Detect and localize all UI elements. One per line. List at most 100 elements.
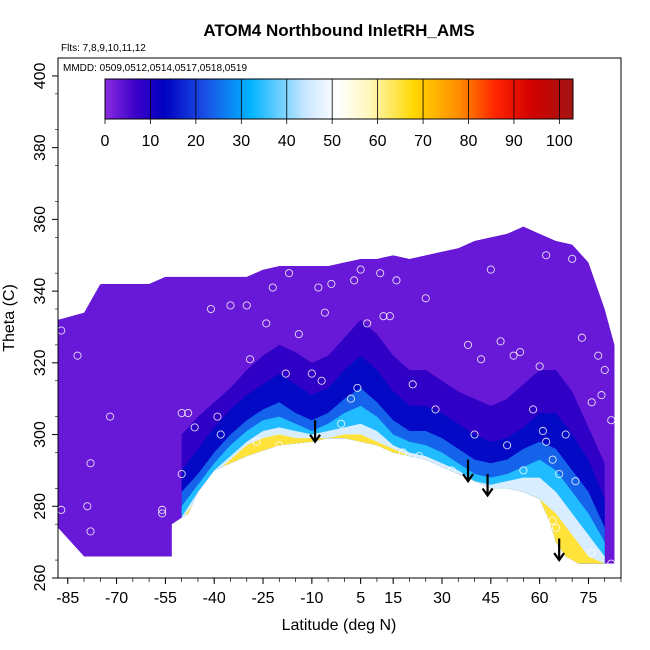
- descent-arrow: [481, 474, 494, 498]
- plot-frame: [57, 57, 622, 579]
- sample-point: [190, 423, 199, 432]
- colorbar-tick-label: 70: [414, 133, 432, 150]
- sample-point: [509, 351, 518, 360]
- descent-arrow: [553, 538, 566, 562]
- colorbar-tick-label: 30: [232, 133, 250, 150]
- x-tick-label: -10: [300, 590, 323, 607]
- sample-point: [268, 283, 277, 292]
- sample-point: [584, 236, 593, 245]
- sample-point: [73, 351, 82, 360]
- sample-point: [193, 516, 202, 525]
- sample-point: [252, 437, 261, 446]
- sample-point: [327, 279, 336, 288]
- colorbar-tick-label: 100: [546, 133, 573, 150]
- colorbar-tick-label: 20: [187, 133, 205, 150]
- sample-point: [516, 348, 525, 357]
- sample-point: [503, 441, 512, 450]
- x-tick-label: -55: [154, 590, 177, 607]
- sample-point: [226, 301, 235, 310]
- colorbar-tick-label: 90: [505, 133, 523, 150]
- sample-point: [421, 294, 430, 303]
- sample-point: [177, 408, 186, 418]
- sample-point: [206, 304, 216, 314]
- sample-point: [597, 391, 606, 400]
- colorbar-tick-label: 10: [142, 133, 160, 150]
- x-tick-label: 60: [531, 590, 549, 607]
- y-tick-label: 380: [32, 134, 49, 161]
- sample-point: [594, 351, 603, 360]
- sample-point: [197, 502, 206, 511]
- sample-point: [158, 509, 167, 518]
- sample-point: [463, 340, 473, 349]
- sample-point: [398, 448, 408, 457]
- sample-point: [346, 394, 355, 403]
- sample-point: [363, 319, 372, 328]
- colorbar-gradient: [104, 78, 574, 120]
- sample-point: [587, 398, 596, 407]
- dates-label: MMDD: 0509,0512,0514,0517,0518,0519: [63, 63, 247, 74]
- y-tick-label: 280: [32, 493, 49, 520]
- sample-point: [106, 412, 115, 421]
- sample-point: [213, 412, 222, 421]
- colorbar-tick-label: 40: [278, 133, 296, 150]
- y-tick-label: 300: [32, 421, 49, 448]
- sample-point: [242, 301, 251, 310]
- sample-point: [447, 466, 456, 475]
- sample-point: [86, 527, 95, 536]
- sample-point: [385, 312, 394, 321]
- y-tick-label: 360: [32, 206, 49, 233]
- sample-point: [317, 376, 326, 385]
- sample-point: [561, 430, 570, 439]
- y-axis-label: Theta (C): [1, 284, 18, 352]
- x-tick-label: -70: [105, 590, 128, 607]
- descent-arrows: [309, 420, 566, 562]
- sample-point: [408, 380, 417, 389]
- y-axis: 260 280 300 320 340 360 380 400: [32, 62, 58, 591]
- descent-arrow: [462, 459, 474, 484]
- sample-point: [571, 477, 580, 486]
- x-tick-label: 15: [384, 590, 402, 607]
- sample-point: [548, 455, 557, 464]
- sample-point: [158, 505, 167, 514]
- sample-point: [83, 502, 92, 511]
- colorbar-tick-label: 80: [460, 133, 478, 150]
- sample-point: [320, 308, 329, 317]
- colorbar-tick-label: 50: [323, 133, 341, 150]
- sample-point: [535, 362, 544, 371]
- y-tick-label: 400: [32, 62, 49, 89]
- sample-point: [587, 548, 596, 557]
- sample-point: [542, 437, 551, 446]
- sample-point: [314, 283, 323, 292]
- sample-point: [307, 369, 316, 378]
- sample-point: [350, 276, 359, 285]
- sample-point: [538, 426, 547, 436]
- sample-point: [294, 330, 303, 339]
- sample-point: [551, 523, 560, 532]
- sample-point: [392, 276, 401, 285]
- sample-point: [496, 337, 505, 346]
- descent-arrow: [309, 420, 321, 444]
- y-tick-label: 320: [32, 349, 49, 376]
- sample-point: [477, 355, 486, 364]
- sample-point: [555, 469, 564, 479]
- sample-points: [57, 236, 616, 568]
- sample-point: [232, 462, 242, 471]
- sample-point: [353, 383, 362, 392]
- sample-point: [285, 269, 294, 278]
- sample-point: [607, 559, 616, 568]
- sample-point: [577, 333, 586, 342]
- sample-point: [376, 269, 385, 278]
- sample-point: [519, 466, 528, 475]
- sample-point: [96, 276, 105, 285]
- sample-point: [262, 319, 271, 328]
- x-tick-label: 75: [580, 590, 598, 607]
- x-tick-label: 5: [356, 590, 365, 607]
- colorbar: 0 10 20 30 40 50 60 70 80 90 100: [101, 78, 574, 150]
- x-tick-label: -85: [56, 590, 79, 607]
- sample-point: [275, 441, 284, 450]
- sample-point: [548, 516, 557, 525]
- x-axis: -85 -70 -55 -40 -25 -10 5 15 30 45 60 75: [56, 578, 622, 607]
- y-tick-label: 340: [32, 278, 49, 305]
- sample-point: [245, 355, 255, 364]
